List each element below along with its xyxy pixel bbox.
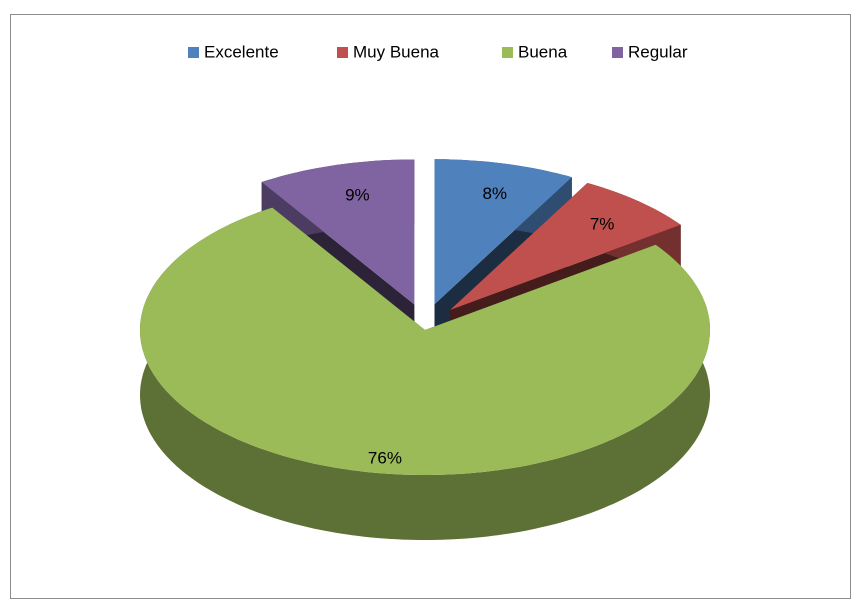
slice [140, 207, 710, 475]
legend-swatch [188, 47, 199, 58]
slice [261, 159, 415, 305]
legend-label: Buena [518, 42, 568, 61]
legend-swatch [502, 47, 513, 58]
data-label: 9% [345, 185, 370, 204]
slice [434, 159, 572, 305]
data-label: 8% [482, 184, 507, 203]
data-label: 76% [368, 448, 402, 467]
slice-side [140, 207, 710, 540]
legend-swatch [612, 47, 623, 58]
legend-label: Muy Buena [353, 42, 440, 61]
slice [450, 183, 681, 310]
legend-swatch [337, 47, 348, 58]
legend-label: Excelente [204, 42, 279, 61]
data-label: 7% [590, 215, 615, 234]
legend-label: Regular [628, 42, 688, 61]
